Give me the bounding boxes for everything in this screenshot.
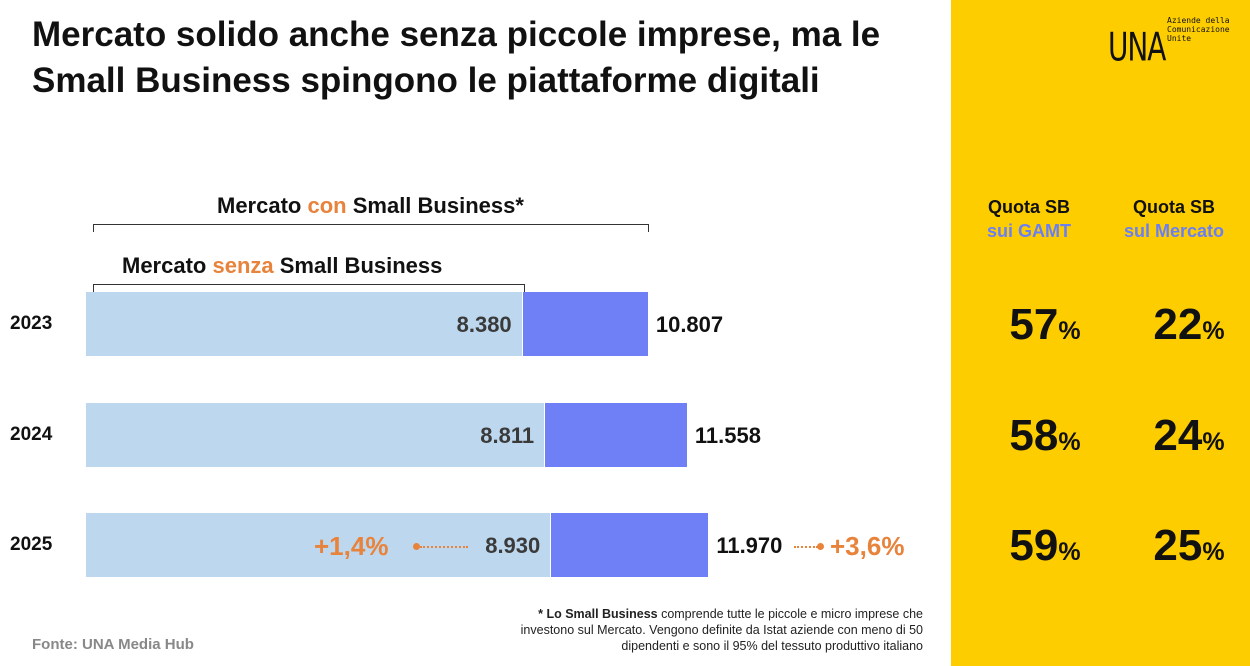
logo-mark: UNA: [1108, 25, 1166, 71]
value-without-sb-2023: 8.380: [456, 312, 512, 337]
footnote-line-2: investono sul Mercato. Vengono definite …: [520, 623, 923, 637]
growth-leader-without-sb: [420, 546, 468, 548]
quota-gamt-2025: 59%: [975, 521, 1115, 581]
percent-symbol: %: [1202, 538, 1225, 566]
bar-without-sb-2023: [86, 292, 522, 356]
quota-gamt-value: 59: [1009, 521, 1059, 570]
growth-dot-without-sb: [413, 543, 420, 550]
percent-symbol: %: [1202, 317, 1225, 345]
col-head-mercato: Quota SB sul Mercato: [1104, 195, 1244, 243]
footnote-line-1-text: comprende tutte le piccole e micro impre…: [657, 607, 923, 621]
bar-sb-segment-2024: [545, 403, 687, 467]
logo-text-line-1: Aziende della: [1167, 16, 1230, 25]
bracket-without-sb-highlight: senza: [212, 253, 274, 278]
growth-dot-with-sb: [817, 543, 824, 550]
logo-text: Aziende della Comunicazione Unite: [1167, 16, 1250, 43]
growth-label-without-sb: +1,4%: [314, 531, 389, 561]
footnote-line-1: * Lo Small Business comprende tutte le p…: [405, 606, 923, 622]
page-title: Mercato solido anche senza piccole impre…: [32, 15, 881, 100]
quota-mercato-value: 22: [1153, 300, 1203, 349]
quota-gamt-2024: 58%: [975, 411, 1115, 471]
footnote-line-3: dipendenti e sono il 95% del tessuto pro…: [621, 639, 923, 653]
value-with-sb-2023: 10.807: [655, 312, 724, 337]
source: Fonte: UNA Media Hub: [32, 636, 194, 653]
growth-label-with-sb: +3,6%: [830, 531, 905, 561]
percent-symbol: %: [1058, 538, 1081, 566]
col-head-gamt-line2: sui GAMT: [987, 221, 1071, 241]
bar-without-sb-2025: [86, 513, 551, 577]
year-label-2025: 2025: [10, 534, 53, 555]
bracket-without-sb-pre: Mercato: [122, 253, 213, 278]
quota-mercato-2025: 25%: [1119, 521, 1250, 581]
quota-mercato-value: 24: [1153, 411, 1203, 460]
bracket-label-without-sb: Mercato senza Small Business: [122, 253, 442, 279]
percent-symbol: %: [1202, 428, 1225, 456]
year-label-2024: 2024: [10, 424, 53, 445]
col-head-mercato-line1: Quota SB: [1132, 197, 1215, 217]
bracket-with-sb: [93, 224, 649, 232]
quota-panel: [951, 0, 1250, 666]
quota-gamt-value: 57: [1009, 300, 1059, 349]
value-without-sb-2025: 8.930: [485, 533, 541, 558]
bracket-with-sb-post: Small Business*: [346, 193, 524, 218]
value-with-sb-2025: 11.970: [716, 533, 783, 558]
bracket-without-sb-post: Small Business: [273, 253, 443, 278]
quota-gamt-2023: 57%: [975, 300, 1115, 360]
col-head-gamt: Quota SB sui GAMT: [959, 195, 1099, 243]
bar-sb-segment-2023: [522, 292, 648, 356]
bracket-without-sb: [93, 284, 525, 292]
value-without-sb-2024: 8.811: [480, 423, 535, 448]
quota-mercato-value: 25: [1153, 521, 1203, 570]
col-head-gamt-line1: Quota SB: [987, 197, 1070, 217]
footnote-bold: * Lo Small Business: [538, 607, 658, 621]
year-label-2023: 2023: [10, 313, 53, 334]
footnote: * Lo Small Business comprende tutte le p…: [405, 606, 923, 654]
bar-without-sb-2024: [86, 403, 545, 467]
una-logo: UNA Aziende della Comunicazione Unite: [1108, 14, 1230, 70]
bar-sb-segment-2025: [551, 513, 709, 577]
logo-text-line-2: Comunicazione: [1167, 25, 1230, 34]
value-with-sb-2024: 11.558: [694, 423, 761, 448]
quota-mercato-2024: 24%: [1119, 411, 1250, 471]
quota-gamt-value: 58: [1009, 411, 1059, 460]
percent-symbol: %: [1058, 428, 1081, 456]
percent-symbol: %: [1058, 317, 1081, 345]
bracket-with-sb-highlight: con: [307, 193, 347, 218]
bracket-label-with-sb: Mercato con Small Business*: [217, 193, 524, 219]
bracket-with-sb-pre: Mercato: [217, 193, 308, 218]
col-head-mercato-line2: sul Mercato: [1123, 221, 1225, 241]
quota-mercato-2023: 22%: [1119, 300, 1250, 360]
growth-leader-with-sb: [794, 546, 818, 548]
logo-text-line-3: Unite: [1167, 34, 1192, 43]
